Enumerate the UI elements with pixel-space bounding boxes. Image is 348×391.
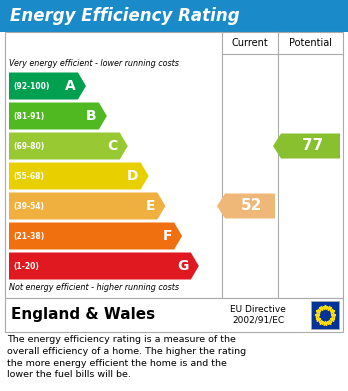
Polygon shape <box>273 133 340 158</box>
Polygon shape <box>9 102 107 129</box>
Text: (92-100): (92-100) <box>13 81 49 90</box>
Polygon shape <box>9 253 199 280</box>
Text: G: G <box>177 259 189 273</box>
Text: E: E <box>146 199 156 213</box>
Text: A: A <box>65 79 76 93</box>
Polygon shape <box>9 72 86 99</box>
Text: (21-38): (21-38) <box>13 231 44 240</box>
Text: F: F <box>163 229 172 243</box>
Text: Very energy efficient - lower running costs: Very energy efficient - lower running co… <box>9 59 179 68</box>
Bar <box>311 301 339 329</box>
Text: 77: 77 <box>302 138 323 154</box>
Polygon shape <box>9 163 149 190</box>
Bar <box>5 298 343 332</box>
Text: (39-54): (39-54) <box>13 201 44 210</box>
Text: The energy efficiency rating is a measure of the
overall efficiency of a home. T: The energy efficiency rating is a measur… <box>7 335 246 379</box>
Text: B: B <box>86 109 97 123</box>
Polygon shape <box>9 133 128 160</box>
Text: Energy Efficiency Rating: Energy Efficiency Rating <box>10 7 240 25</box>
Bar <box>0 0 348 32</box>
Bar <box>5 32 343 298</box>
Text: Potential: Potential <box>289 38 332 48</box>
Polygon shape <box>9 222 182 249</box>
Text: (55-68): (55-68) <box>13 172 44 181</box>
Text: Current: Current <box>232 38 268 48</box>
Text: (69-80): (69-80) <box>13 142 44 151</box>
Polygon shape <box>217 194 275 219</box>
Text: (1-20): (1-20) <box>13 262 39 271</box>
Text: 52: 52 <box>241 199 263 213</box>
Text: Not energy efficient - higher running costs: Not energy efficient - higher running co… <box>9 283 179 292</box>
Text: EU Directive
2002/91/EC: EU Directive 2002/91/EC <box>230 305 286 325</box>
Text: (81-91): (81-91) <box>13 111 44 120</box>
Text: England & Wales: England & Wales <box>11 307 155 323</box>
Text: C: C <box>108 139 118 153</box>
Text: D: D <box>127 169 139 183</box>
Polygon shape <box>9 192 165 219</box>
